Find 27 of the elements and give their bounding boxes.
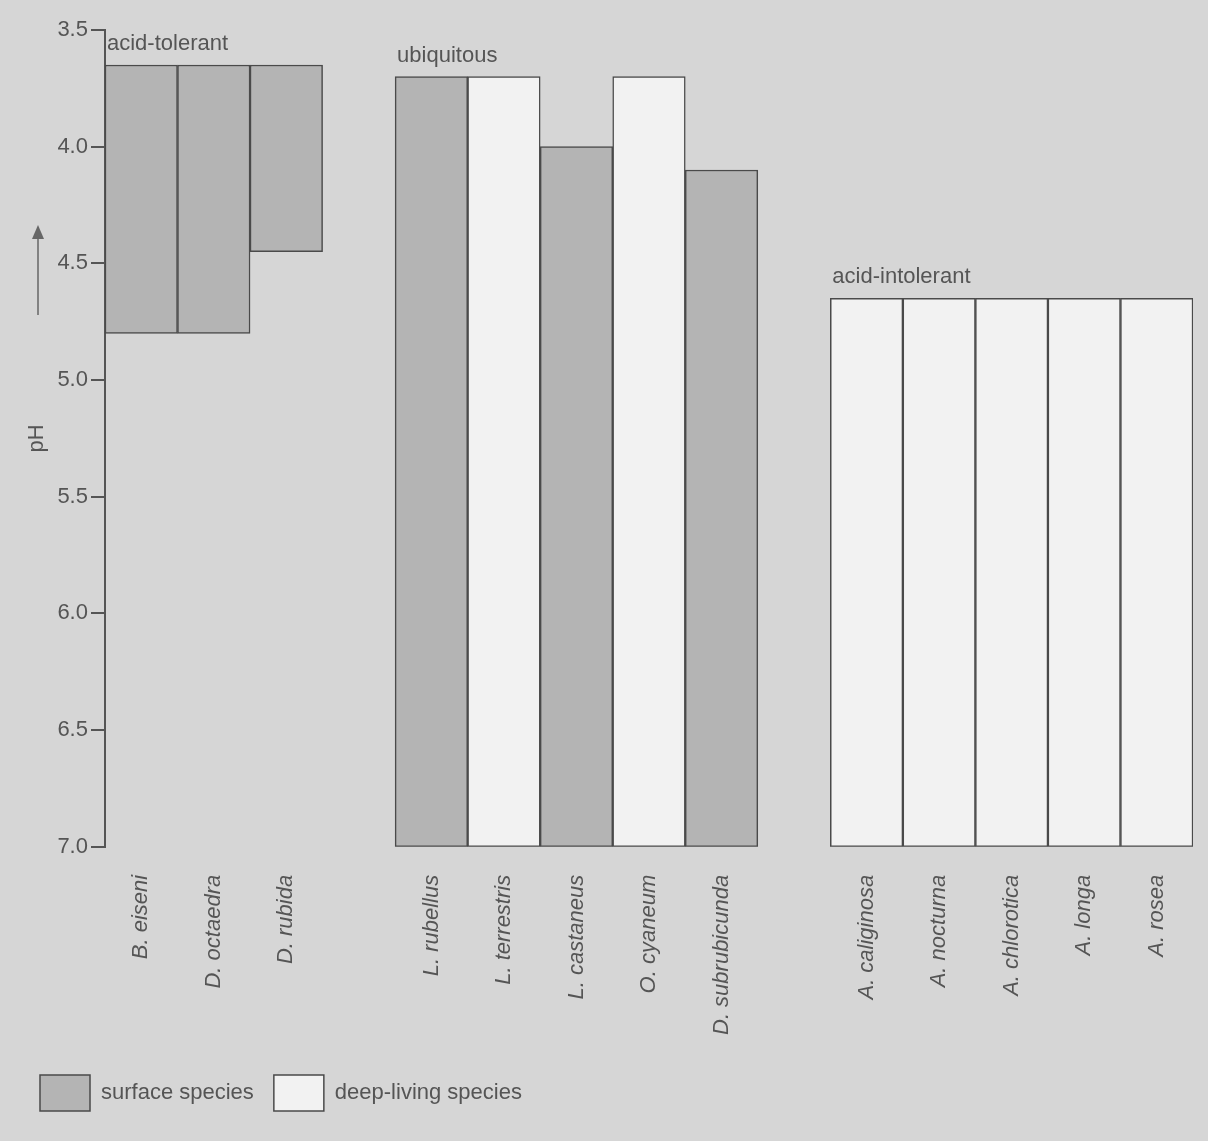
x-tick-label: D. rubida [272, 874, 298, 965]
x-tick-label: L. castaneus [562, 874, 588, 1000]
x-tick-label: O. cyaneum [635, 874, 661, 994]
legend-label: surface species [101, 1079, 254, 1105]
y-tick-label: 7.0 [57, 832, 88, 858]
annotation: ubiquitous [397, 41, 498, 67]
x-tick-label: A. chlorotica [997, 874, 1023, 998]
x-tick-label: A. caliginosa [852, 874, 878, 1002]
x-tick-label: D. octaedra [199, 874, 225, 989]
y-tick-label: 3.5 [57, 16, 88, 42]
y-tick-label: 4.0 [57, 132, 88, 158]
y-axis-title: pH [23, 424, 49, 453]
y-tick-label: 6.0 [57, 599, 88, 625]
x-tick-label: D. subrubicunda [707, 874, 733, 1036]
x-tick-label: A. longa [1070, 874, 1096, 958]
y-tick-label: 6.5 [57, 716, 88, 742]
x-tick-label: B. eiseni [127, 873, 153, 960]
legend-label: deep-living species [334, 1079, 522, 1105]
annotation: acid-intolerant [832, 263, 971, 289]
x-tick-label: L. rubellus [417, 874, 443, 977]
x-tick-label: L. terrestris [490, 874, 516, 985]
y-tick-label: 5.5 [57, 482, 88, 508]
y-tick-label: 4.5 [57, 249, 88, 275]
x-tick-label: A. rosea [1142, 874, 1168, 959]
y-tick-label: 5.0 [57, 366, 88, 392]
annotation: acid-tolerant [106, 30, 229, 56]
x-tick-label: A. nocturna [925, 874, 951, 990]
